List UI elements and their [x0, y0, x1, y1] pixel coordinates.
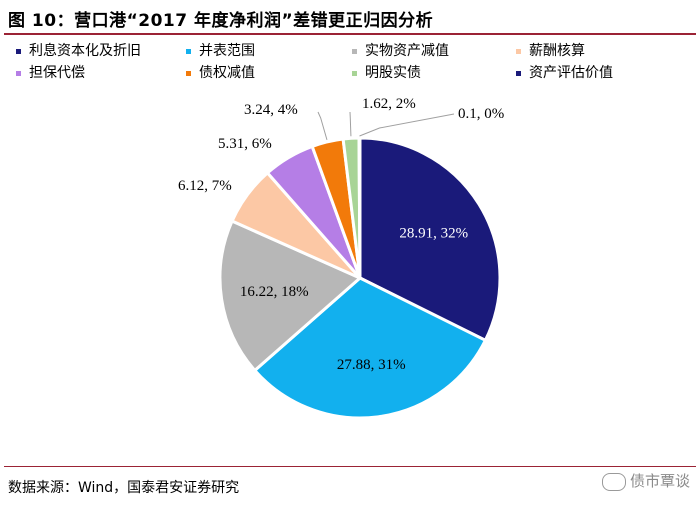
legend-swatch: [516, 48, 521, 54]
leader-line: [317, 111, 328, 141]
legend-item: 明股实债: [352, 62, 421, 82]
title-divider: [4, 33, 696, 35]
data-label: 1.62, 2%: [362, 96, 416, 112]
pie-slice: [218, 219, 363, 373]
legend-item: 担保代偿: [16, 62, 85, 82]
pie-slice: [358, 136, 502, 343]
data-label: 16.22, 18%: [240, 284, 309, 300]
legend-label: 利息资本化及折旧: [29, 43, 141, 59]
leader-line: [359, 113, 455, 137]
watermark-text: 债市覃谈: [629, 472, 690, 490]
legend-swatch: [352, 70, 357, 76]
data-label: 5.31, 6%: [218, 136, 272, 152]
legend-swatch: [352, 48, 357, 54]
data-label: 28.91, 32%: [399, 225, 468, 241]
chart-title: 图 10：营口港“2017 年度净利润”差错更正归因分析: [8, 11, 434, 31]
data-label: 27.88, 31%: [337, 357, 406, 373]
legend-item: 实物资产减值: [352, 40, 449, 60]
legend-label: 并表范围: [199, 43, 255, 59]
legend-item: 薪酬核算: [516, 40, 585, 60]
legend-item: 并表范围: [186, 40, 255, 60]
pie-slice: [357, 136, 362, 279]
legend-swatch: [16, 70, 21, 76]
legend-swatch: [186, 70, 191, 76]
legend-label: 薪酬核算: [529, 43, 585, 59]
legend-item: 债权减值: [186, 62, 255, 82]
legend-label: 实物资产减值: [365, 43, 449, 59]
data-label: 3.24, 4%: [244, 102, 298, 118]
watermark: 债市覃谈: [601, 470, 690, 491]
leader-line: [349, 111, 352, 137]
data-label: 6.12, 7%: [178, 178, 232, 194]
source-note: 数据来源：Wind，国泰君安证券研究: [8, 480, 240, 496]
legend-swatch: [516, 70, 521, 76]
legend-swatch: [186, 48, 191, 54]
data-label: 0.1, 0%: [458, 106, 504, 122]
legend-label: 明股实债: [365, 65, 421, 81]
legend-swatch: [16, 48, 21, 54]
legend-item: 资产评估价值: [516, 62, 613, 82]
wechat-icon: [601, 472, 626, 491]
legend-item: 利息资本化及折旧: [16, 40, 141, 60]
legend-label: 债权减值: [199, 65, 255, 81]
pie-slice: [252, 276, 488, 420]
footer-divider: [4, 466, 696, 467]
legend-label: 资产评估价值: [529, 65, 613, 81]
legend-label: 担保代偿: [29, 65, 85, 81]
